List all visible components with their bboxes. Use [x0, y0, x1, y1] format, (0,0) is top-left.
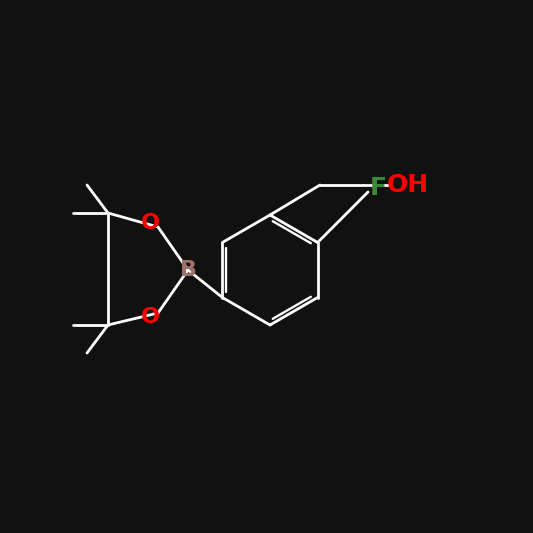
Text: OH: OH [387, 173, 429, 197]
Text: B: B [180, 260, 197, 280]
Text: F: F [369, 176, 386, 200]
Text: O: O [141, 307, 159, 327]
Text: O: O [141, 213, 159, 233]
